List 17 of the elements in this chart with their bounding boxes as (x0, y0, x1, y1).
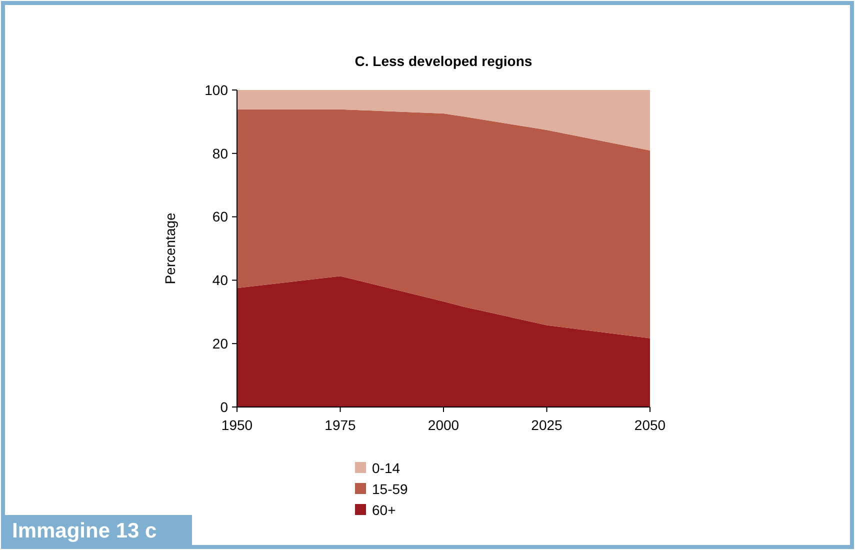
y-tick-label: 20 (212, 336, 228, 352)
x-tick-label: 1950 (221, 417, 253, 433)
x-tick-label: 2050 (634, 417, 666, 433)
x-tick-label: 2000 (428, 417, 460, 433)
x-tick-label: 2025 (531, 417, 563, 433)
y-axis-title: Percentage (162, 212, 178, 284)
y-tick-label: 100 (204, 82, 228, 98)
legend-label: 0-14 (372, 460, 400, 476)
x-tick-label: 1975 (324, 417, 356, 433)
y-tick-label: 60 (212, 208, 228, 225)
y-tick-label: 40 (212, 272, 228, 288)
text: Immagine 13 c (12, 519, 158, 542)
chart-title: C. Less developed regions (354, 53, 532, 69)
legend-label: 60+ (372, 502, 396, 518)
y-tick-label: 0 (220, 398, 228, 415)
y-tick-label: 80 (212, 145, 228, 162)
legend-label: 15-59 (372, 480, 408, 497)
